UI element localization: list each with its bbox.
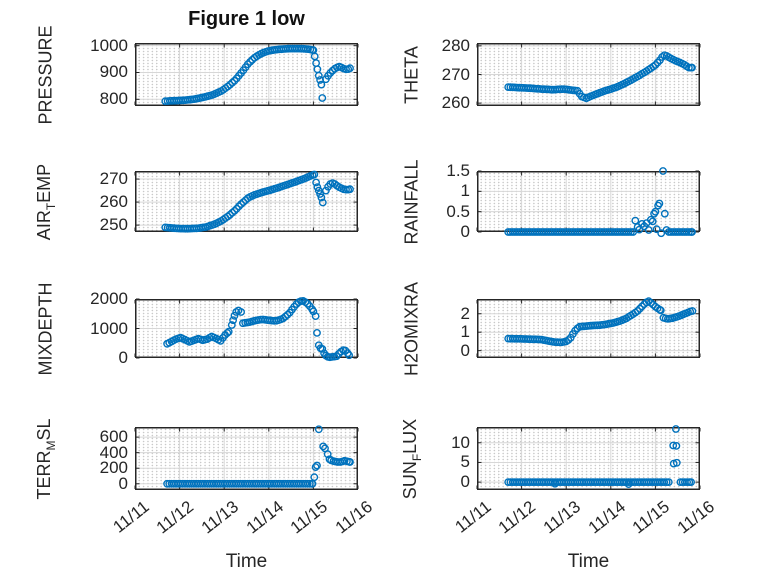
x-tick-label: 11/15 — [286, 497, 332, 538]
plot-area-mixdepth — [134, 296, 359, 362]
subplot-sun-flux — [476, 425, 701, 490]
data-markers-air-temp — [161, 170, 354, 233]
subplot-mixdepth — [134, 296, 359, 362]
y-axis-label-rainfall: RAINFALL — [401, 158, 422, 245]
subplot-air-temp — [134, 170, 359, 233]
subplot-h2omixra — [476, 297, 701, 358]
y-tick-label: 1 — [460, 181, 470, 201]
data-markers-h2omixra — [504, 297, 697, 347]
x-tick-label: 11/15 — [628, 497, 674, 538]
y-tick-label: 0 — [460, 472, 470, 492]
subplot-rainfall — [476, 167, 701, 238]
y-axis-label-mixdepth: MIXDEPTH — [35, 281, 56, 376]
y-tick-label: 270 — [99, 169, 128, 189]
subplot-pressure — [134, 43, 359, 106]
plot-area-sun-flux — [476, 425, 701, 490]
x-tick-label: 11/11 — [451, 497, 495, 537]
y-tick-label: 800 — [99, 89, 128, 109]
y-tick-label: 0 — [118, 473, 128, 493]
y-tick-label: 0.5 — [446, 201, 470, 221]
y-tick-label: 400 — [99, 442, 128, 462]
data-markers-sun-flux — [504, 425, 696, 488]
y-tick-label: 280 — [441, 35, 470, 55]
plot-area-pressure — [134, 43, 359, 106]
plot-area-theta — [476, 43, 701, 106]
data-markers-mixdepth — [163, 296, 354, 362]
y-tick-label: 600 — [99, 427, 128, 447]
y-tick-label: 10 — [451, 432, 470, 452]
plot-area-rainfall — [476, 167, 701, 238]
y-tick-label: 1 — [460, 322, 470, 342]
x-axis-label-time-right: Time — [567, 551, 610, 572]
subplot-theta — [476, 43, 701, 106]
y-axis-label-air-temp: AIRTEMP — [34, 163, 58, 240]
y-axis-label-terr-msl: TERRMSL — [34, 417, 58, 500]
y-tick-label: 250 — [99, 215, 128, 235]
y-axis-label-pressure: PRESSURE — [35, 24, 56, 125]
y-axis-label-sun-flux: SUNFLUX — [400, 418, 424, 499]
plot-area-h2omixra — [476, 297, 701, 358]
data-markers-terr-msl — [163, 425, 354, 488]
plot-area-air-temp — [134, 170, 359, 233]
y-axis-label-theta: THETA — [401, 45, 422, 104]
y-tick-label: 200 — [99, 458, 128, 478]
x-tick-label: 11/14 — [242, 497, 287, 538]
y-tick-label: 5 — [460, 452, 470, 472]
x-tick-label: 11/13 — [539, 497, 584, 538]
x-tick-label: 11/16 — [331, 497, 376, 538]
y-tick-label: 2 — [460, 303, 470, 323]
x-tick-label: 11/12 — [153, 497, 198, 538]
x-tick-label: 11/13 — [197, 497, 242, 538]
y-tick-label: 1000 — [90, 318, 128, 338]
subplot-terr-msl — [134, 425, 359, 490]
x-axis-label-time-left: Time — [225, 551, 268, 572]
y-tick-label: 2000 — [90, 289, 128, 308]
y-axis-label-h2omixra: H2OMIXRA — [401, 281, 422, 376]
data-markers-theta — [504, 51, 696, 103]
y-tick-label: 0 — [460, 222, 470, 241]
y-tick-label: 0 — [460, 340, 470, 360]
figure-title: Figure 1 low — [188, 8, 305, 30]
y-tick-label: 260 — [99, 192, 128, 212]
data-markers-pressure — [161, 44, 354, 106]
x-tick-label: 11/16 — [673, 497, 718, 538]
plot-area-terr-msl — [134, 425, 359, 490]
x-tick-label: 11/14 — [584, 497, 629, 538]
y-tick-label: 900 — [99, 62, 128, 82]
y-tick-label: 270 — [441, 64, 470, 84]
y-tick-label: 1.5 — [446, 161, 470, 180]
x-tick-label: 11/12 — [495, 497, 540, 538]
y-tick-label: 1000 — [90, 35, 128, 55]
x-tick-label: 11/11 — [109, 497, 153, 537]
y-tick-label: 0 — [118, 348, 128, 367]
data-markers-rainfall — [504, 167, 696, 238]
y-tick-label: 260 — [441, 93, 470, 113]
